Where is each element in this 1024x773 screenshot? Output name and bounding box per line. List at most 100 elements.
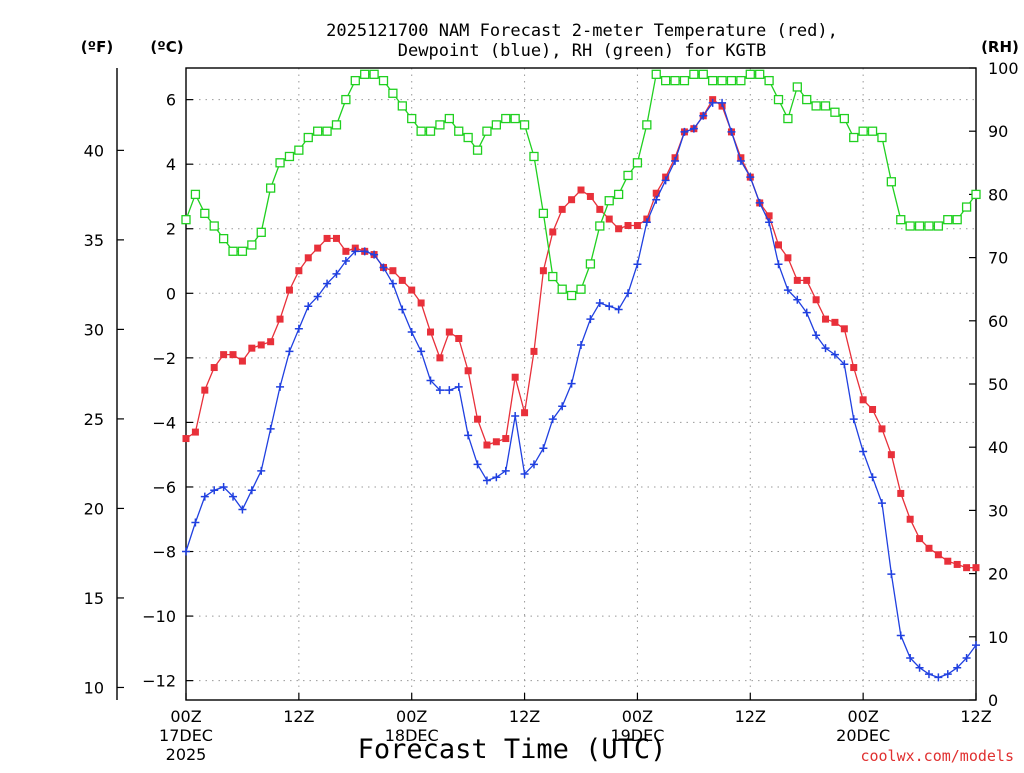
plot-frame bbox=[185, 67, 977, 701]
dewpoint-point bbox=[360, 247, 369, 256]
temperature-point bbox=[887, 451, 895, 459]
dewpoint-point bbox=[765, 218, 774, 227]
dewpoint-point bbox=[887, 570, 896, 579]
dewpoint-point bbox=[351, 247, 360, 256]
rh-point bbox=[294, 145, 304, 155]
dewpoint-point bbox=[294, 324, 303, 333]
time-date-label: 19DEC bbox=[610, 726, 664, 745]
rh-point bbox=[454, 126, 464, 136]
temperature-point bbox=[850, 364, 858, 372]
temperature-point bbox=[521, 409, 529, 417]
temperature-point bbox=[916, 535, 924, 543]
temperature-point bbox=[784, 254, 792, 262]
temperature-point bbox=[530, 347, 538, 355]
rh-point bbox=[256, 227, 266, 237]
dewpoint-point bbox=[633, 260, 642, 269]
time-tick-label: 12Z bbox=[509, 707, 540, 726]
rh-point bbox=[961, 202, 972, 212]
rh-point bbox=[802, 94, 812, 105]
rh-point bbox=[416, 126, 426, 136]
time-tick-label: 00Z bbox=[622, 707, 653, 726]
dewpoint-point bbox=[915, 663, 924, 672]
dewpoint-point bbox=[595, 298, 604, 307]
dewpoint-point bbox=[868, 473, 877, 482]
dewpoint-point bbox=[558, 402, 567, 411]
rh-point bbox=[482, 126, 492, 136]
rh-point bbox=[585, 259, 596, 269]
dewpoint-point bbox=[727, 127, 736, 136]
rh-point bbox=[190, 189, 201, 200]
fahrenheit-tick-label: 10 bbox=[84, 678, 104, 697]
dewpoint-point bbox=[661, 176, 670, 185]
time-tick-label: 12Z bbox=[960, 707, 991, 726]
rh-point bbox=[708, 75, 718, 86]
temperature-point bbox=[897, 489, 905, 497]
rh-point bbox=[773, 94, 784, 105]
chart-title-line2: Dewpoint (blue), RH (green) for KGTB bbox=[398, 41, 766, 61]
dewpoint-point bbox=[285, 347, 294, 356]
dewpoint-point bbox=[746, 173, 755, 182]
time-year-label: 2025 bbox=[166, 745, 207, 764]
rh-point bbox=[604, 196, 614, 206]
rh-point bbox=[218, 233, 229, 244]
rh-point bbox=[698, 69, 708, 79]
dewpoint-point bbox=[840, 360, 849, 369]
rh-point bbox=[896, 215, 906, 225]
time-tick-label: 00Z bbox=[170, 707, 201, 726]
temperature-point bbox=[191, 428, 199, 436]
rh-tick-label: 70 bbox=[988, 249, 1008, 268]
dewpoint-point bbox=[464, 431, 473, 440]
rh-point bbox=[726, 75, 737, 86]
rh-point bbox=[660, 75, 671, 86]
temperature-line bbox=[185, 98, 976, 569]
temperature-point bbox=[502, 435, 510, 443]
rh-point bbox=[322, 126, 332, 136]
dewpoint-point bbox=[435, 386, 444, 395]
rh-point bbox=[933, 221, 944, 231]
dewpoint-point bbox=[802, 308, 811, 317]
dewpoint-point bbox=[924, 670, 933, 679]
temperature-point bbox=[812, 296, 820, 304]
rh-point bbox=[510, 113, 520, 124]
rh-point bbox=[228, 246, 238, 256]
rh-point bbox=[388, 88, 398, 98]
temperature-point bbox=[925, 544, 933, 552]
dewpoint-point bbox=[652, 195, 661, 204]
temperature-point bbox=[831, 318, 839, 326]
rh-point bbox=[717, 75, 727, 86]
rh-point bbox=[943, 215, 953, 225]
temperature-point bbox=[445, 328, 453, 336]
rh-point bbox=[830, 107, 840, 117]
temperature-point bbox=[210, 364, 218, 372]
dewpoint-point bbox=[341, 257, 350, 266]
dewpoint-point bbox=[972, 641, 980, 650]
rh-point bbox=[425, 126, 436, 136]
temperature-point bbox=[229, 351, 237, 359]
dewpoint-point bbox=[473, 460, 482, 469]
dewpoint-point bbox=[454, 382, 463, 391]
fahrenheit-tick-label: 30 bbox=[84, 320, 104, 339]
temperature-point bbox=[878, 425, 886, 433]
rh-point bbox=[444, 113, 454, 124]
temperature-point bbox=[633, 222, 641, 230]
temperature-point bbox=[492, 438, 500, 446]
temperature-point bbox=[389, 267, 397, 275]
dewpoint-point bbox=[708, 98, 717, 107]
rh-point bbox=[275, 158, 285, 168]
rh-point bbox=[783, 113, 793, 124]
temperature-point bbox=[549, 228, 557, 236]
temperature-point bbox=[859, 396, 867, 404]
dewpoint-point bbox=[689, 124, 698, 133]
dewpoint-point bbox=[276, 382, 285, 391]
dewpoint-point bbox=[962, 654, 971, 663]
rh-point bbox=[529, 151, 539, 162]
celsius-tick-label: 4 bbox=[166, 155, 176, 174]
temperature-point bbox=[483, 441, 491, 449]
celsius-axis-unit: (ºC) bbox=[150, 38, 183, 56]
rh-tick-label: 20 bbox=[988, 565, 1008, 584]
dewpoint-point bbox=[323, 279, 332, 288]
temperature-point bbox=[511, 373, 519, 381]
temperature-point bbox=[615, 225, 623, 233]
dewpoint-point bbox=[896, 631, 905, 640]
dewpoint-point bbox=[859, 447, 868, 456]
